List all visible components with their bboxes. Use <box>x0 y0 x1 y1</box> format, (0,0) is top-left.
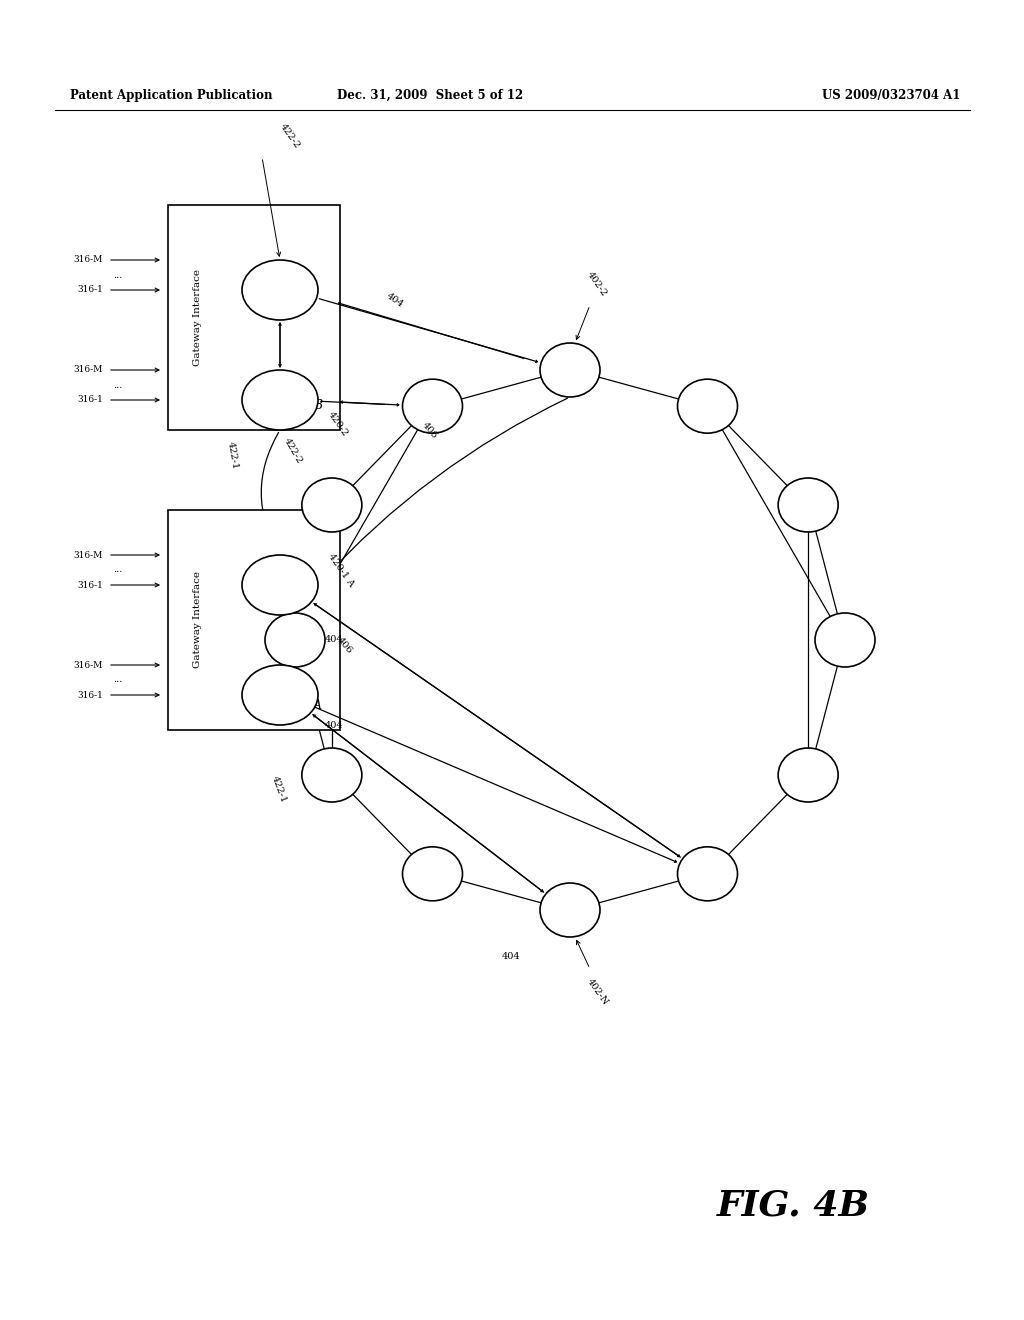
Text: 406: 406 <box>335 635 353 655</box>
Text: A: A <box>313 700 322 711</box>
Text: ...: ... <box>114 676 123 685</box>
Ellipse shape <box>302 478 361 532</box>
Text: 422-2: 422-2 <box>278 121 302 150</box>
Text: 316-1: 316-1 <box>77 396 103 404</box>
Text: 402-2: 402-2 <box>585 269 608 298</box>
Text: US 2009/0323704 A1: US 2009/0323704 A1 <box>821 88 961 102</box>
Text: ...: ... <box>114 271 123 280</box>
Ellipse shape <box>778 748 839 803</box>
Text: 422-1: 422-1 <box>270 775 288 805</box>
Ellipse shape <box>265 612 325 667</box>
Bar <box>168 510 340 730</box>
Text: FIG. 4B: FIG. 4B <box>717 1188 870 1222</box>
Text: 316-1: 316-1 <box>77 285 103 294</box>
Ellipse shape <box>815 612 874 667</box>
Text: 316-M: 316-M <box>74 660 103 669</box>
Ellipse shape <box>678 379 737 433</box>
Text: 420-1 A: 420-1 A <box>326 552 355 589</box>
Text: 316-M: 316-M <box>74 366 103 375</box>
Text: B: B <box>313 399 322 412</box>
Ellipse shape <box>778 478 839 532</box>
Ellipse shape <box>540 343 600 397</box>
Ellipse shape <box>540 883 600 937</box>
Ellipse shape <box>402 379 463 433</box>
Text: 316-1: 316-1 <box>77 581 103 590</box>
Ellipse shape <box>242 370 318 430</box>
Ellipse shape <box>242 665 318 725</box>
Text: ...: ... <box>114 380 123 389</box>
Text: 404: 404 <box>325 635 344 644</box>
Ellipse shape <box>302 748 361 803</box>
Text: 404: 404 <box>325 721 344 730</box>
Bar <box>168 205 340 430</box>
Text: 316-M: 316-M <box>74 550 103 560</box>
Text: 404: 404 <box>502 952 520 961</box>
Text: 406: 406 <box>420 420 439 440</box>
Text: Patent Application Publication: Patent Application Publication <box>70 88 272 102</box>
Ellipse shape <box>402 847 463 900</box>
Ellipse shape <box>242 260 318 319</box>
Text: 402-N: 402-N <box>585 977 610 1007</box>
Text: Dec. 31, 2009  Sheet 5 of 12: Dec. 31, 2009 Sheet 5 of 12 <box>337 88 523 102</box>
Text: Gateway Interface: Gateway Interface <box>194 269 203 366</box>
Text: 404: 404 <box>385 290 406 309</box>
Text: 316-M: 316-M <box>74 256 103 264</box>
Text: 422-1: 422-1 <box>226 441 240 470</box>
Text: 422-2: 422-2 <box>282 436 304 465</box>
Text: 316-1: 316-1 <box>77 690 103 700</box>
Ellipse shape <box>678 847 737 900</box>
Text: Gateway Interface: Gateway Interface <box>194 572 203 668</box>
Ellipse shape <box>242 554 318 615</box>
Text: ...: ... <box>114 565 123 574</box>
Text: 420-2: 420-2 <box>326 411 349 438</box>
